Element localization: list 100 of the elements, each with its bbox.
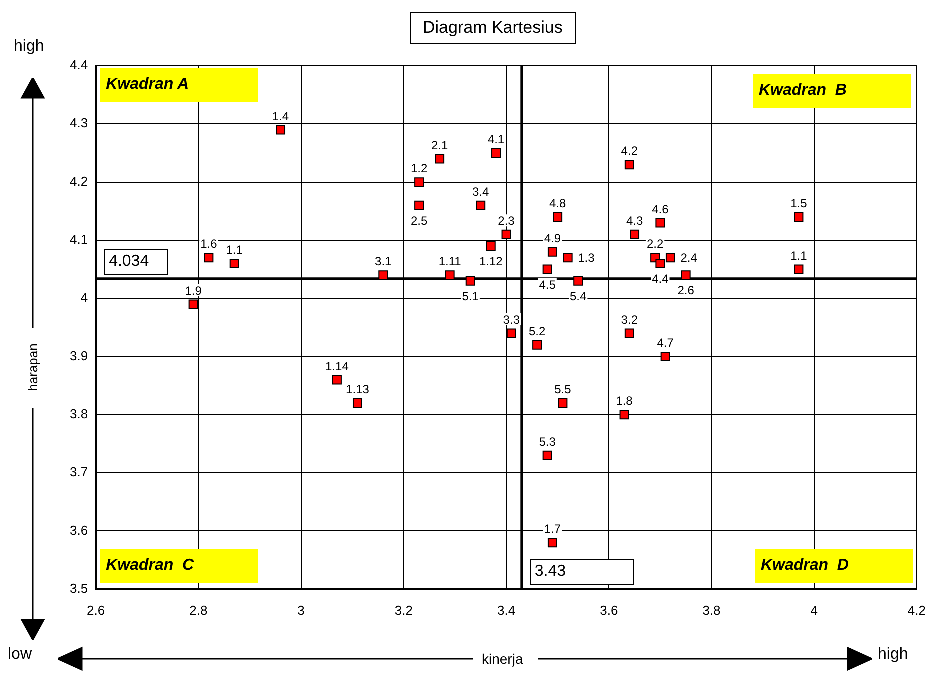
annotation: 1.1 <box>226 243 244 258</box>
x-tick-label: 3.8 <box>702 602 721 618</box>
annotation: 5.1 <box>462 289 480 304</box>
point <box>352 398 362 408</box>
point <box>542 450 552 460</box>
point <box>681 270 691 280</box>
x-tick-label: 3.2 <box>394 602 413 618</box>
annotation: 2.2 <box>646 237 664 252</box>
y-tick-label: 3.6 <box>70 522 88 538</box>
quadrant-label: Kwadran C <box>100 549 258 584</box>
point <box>502 230 512 240</box>
point <box>188 300 198 310</box>
label-box: 3.43 <box>530 559 634 586</box>
annotation: 1.1 <box>790 248 808 263</box>
y-tick-label: 3.5 <box>70 580 88 596</box>
y-tick-label: 3.7 <box>70 464 88 480</box>
annotation: 5.5 <box>554 382 572 397</box>
annotation: 5.3 <box>539 434 556 449</box>
point <box>794 264 804 274</box>
annotation: 1.14 <box>326 359 350 374</box>
y-tick-label: 4.1 <box>70 232 88 248</box>
annotation: 2.4 <box>680 251 698 266</box>
annotation: 3.2 <box>621 312 638 327</box>
annotation: 4.8 <box>549 196 566 211</box>
point <box>548 538 558 548</box>
point <box>624 160 634 170</box>
text: high <box>878 646 908 664</box>
point <box>620 410 630 420</box>
point <box>414 178 424 188</box>
y-tick-label: 4 <box>80 290 88 306</box>
annotation: 3.1 <box>375 254 392 269</box>
point <box>660 352 670 362</box>
annotation: 4.1 <box>488 132 505 147</box>
y-tick-label: 3.9 <box>70 348 88 364</box>
point <box>794 212 804 222</box>
y-tick-label: 4.2 <box>70 174 88 189</box>
annotation: 1.3 <box>578 251 596 266</box>
point <box>476 200 486 210</box>
annotation: 4.2 <box>621 144 638 158</box>
quadrant-label: Kwadran D <box>754 549 913 584</box>
point <box>378 270 388 280</box>
annotation: 4.5 <box>539 278 556 292</box>
point <box>624 328 634 338</box>
x-axis-title: kinerja <box>482 651 524 667</box>
annotation: 5.2 <box>528 324 546 338</box>
point <box>574 276 584 286</box>
point <box>630 230 640 240</box>
point <box>445 270 455 280</box>
x-tick-label: 4.2 <box>908 602 926 618</box>
annotation: 2.5 <box>410 214 428 228</box>
x-tick-label: 2.6 <box>87 602 106 618</box>
point <box>542 264 552 274</box>
annotation: 1.12 <box>479 254 504 269</box>
label-box: 4.034 <box>104 248 168 275</box>
point <box>532 340 542 350</box>
point <box>563 253 573 263</box>
annotation: 2.6 <box>678 284 695 298</box>
annotation: 1.13 <box>346 382 370 397</box>
annotation: 1.4 <box>272 109 290 124</box>
quadrant-label: Kwadran B <box>752 74 911 108</box>
annotation: 1.9 <box>185 284 202 298</box>
point <box>230 258 240 268</box>
annotation: 1.6 <box>200 237 218 252</box>
point <box>656 218 666 228</box>
point <box>466 276 476 286</box>
annotation: 1.5 <box>790 196 808 211</box>
annotation: 1.7 <box>544 522 562 536</box>
x-tick-label: 4 <box>810 602 818 618</box>
point <box>553 212 563 222</box>
x-tick-label: 3.6 <box>600 602 618 618</box>
point <box>492 148 501 158</box>
point <box>486 242 496 252</box>
text: low <box>8 646 32 664</box>
annotation: 2.3 <box>498 214 516 228</box>
annotation: 4.9 <box>544 231 562 246</box>
quadrant-label: Kwadran A <box>100 68 258 102</box>
annotation: 4.6 <box>652 202 670 216</box>
point <box>558 398 568 408</box>
point <box>435 154 445 164</box>
point <box>204 253 214 263</box>
annotation: 4.3 <box>626 214 644 228</box>
point <box>548 247 558 257</box>
point <box>332 375 342 385</box>
y-tick-label: 4.4 <box>70 58 88 73</box>
point <box>666 253 676 263</box>
y-tick-label: 4.3 <box>70 116 88 131</box>
text: high <box>14 38 44 56</box>
annotation: 4.7 <box>657 336 674 350</box>
annotation: 1.8 <box>616 394 634 408</box>
annotation: 2.1 <box>431 138 448 152</box>
annotation: 5.4 <box>570 289 588 304</box>
x-tick-label: 2.8 <box>190 602 208 618</box>
y-axis-title: harapan <box>26 342 40 394</box>
annotation: 3.3 <box>503 312 520 327</box>
y-tick-label: 3.8 <box>70 406 88 422</box>
point <box>656 258 666 268</box>
annotation: 4.4 <box>652 272 670 286</box>
annotation: 3.4 <box>472 184 490 199</box>
x-tick-label: 3 <box>298 602 305 618</box>
point <box>506 328 516 338</box>
